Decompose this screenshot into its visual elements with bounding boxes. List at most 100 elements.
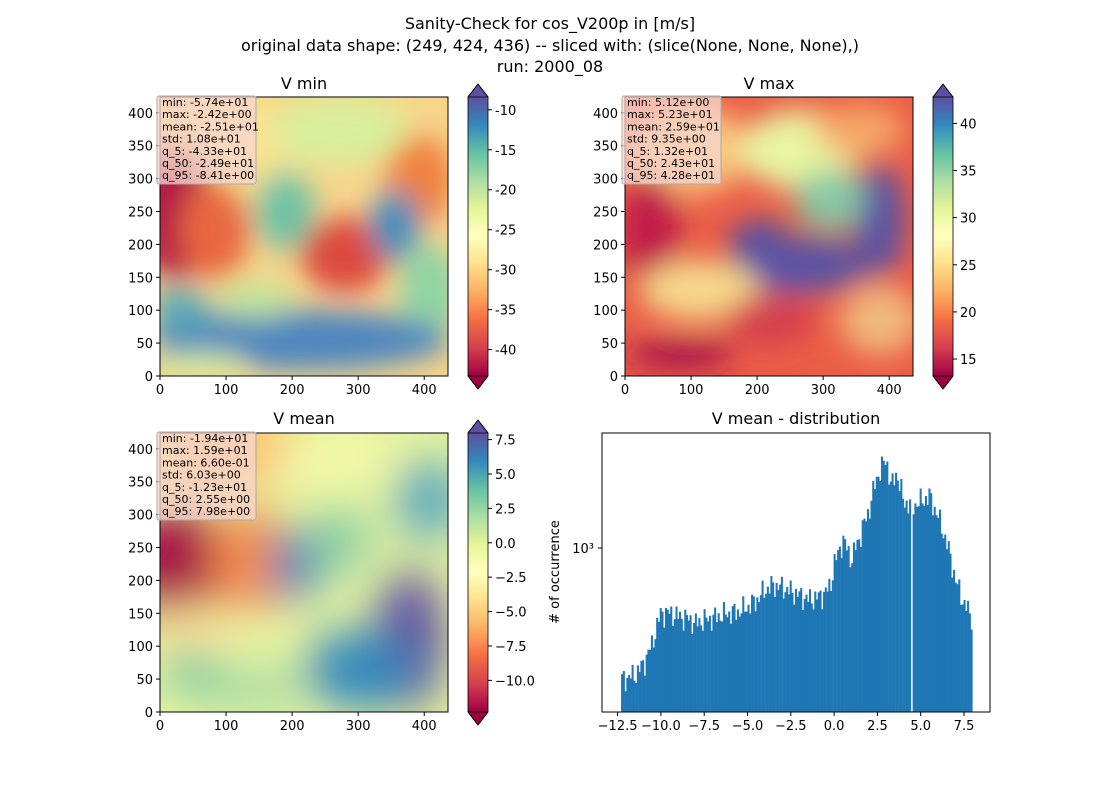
histogram-bar: [807, 601, 810, 712]
histogram-bar: [931, 515, 934, 712]
histogram-bar: [642, 660, 645, 712]
colorbar-tick-label: -40: [495, 344, 516, 359]
stat-line: min: -1.94e+01: [162, 432, 248, 445]
stat-line: mean: -2.51e+01: [162, 120, 259, 133]
histogram-bar: [635, 683, 638, 712]
histogram-bar: [835, 560, 838, 712]
histogram-bar: [696, 626, 699, 712]
histogram-bar: [791, 592, 794, 712]
histogram-bar: [752, 596, 755, 712]
stat-line: q_95: 4.28e+01: [627, 169, 715, 182]
y-tick-label: 350: [593, 140, 618, 155]
histogram-bar: [689, 615, 692, 712]
histogram-bar: [740, 613, 743, 712]
stat-line: min: 5.12e+00: [627, 96, 709, 109]
stat-line: q_95: 7.98e+00: [162, 505, 250, 518]
histogram-bar: [970, 629, 973, 712]
histogram-bar: [751, 594, 754, 712]
histogram-bar: [640, 660, 643, 712]
y-tick-label: 0: [610, 370, 618, 385]
colorbar-tick-label: -15: [495, 144, 516, 159]
histogram-bar: [686, 615, 689, 712]
histogram-bar: [956, 584, 959, 712]
x-tick-label: −5.0: [732, 719, 764, 734]
panel-title-v-mean: V mean: [273, 409, 334, 428]
histogram-bar: [756, 597, 759, 712]
histogram-bar: [856, 539, 859, 712]
histogram-bar: [726, 617, 729, 712]
histogram-bar: [907, 513, 910, 712]
stat-line: q_50: -2.49e+01: [162, 157, 254, 170]
histogram-bar: [891, 473, 894, 712]
histogram-bar: [872, 480, 875, 712]
colorbar-extend-max: [467, 83, 489, 98]
histogram-bar: [624, 691, 627, 712]
colorbar-tick-label: -10: [495, 104, 516, 119]
histogram-bar: [842, 535, 845, 712]
histogram-bar: [787, 594, 790, 712]
x-ticks-distribution: −12.5 −10.0 −7.5 −5.0 −2.5 0.0 2.5 5.0 7.5: [598, 712, 974, 734]
histogram-bar: [930, 493, 933, 712]
x-tick-label: 300: [346, 383, 371, 398]
histogram-bar: [889, 481, 892, 712]
x-tick-label: 100: [214, 383, 239, 398]
histogram-bar: [733, 603, 736, 712]
histogram-bar: [895, 472, 898, 712]
histogram-bar: [837, 550, 840, 712]
histogram-bar: [882, 460, 885, 712]
histogram-bars: [621, 456, 973, 712]
x-tick-label: 5.0: [910, 719, 931, 734]
colorbar-tick-label: 30: [960, 212, 977, 227]
y-tick-label: 250: [593, 205, 618, 220]
y-tick-label: 50: [601, 337, 618, 352]
histogram-bar: [770, 576, 773, 712]
histogram-bar: [803, 598, 806, 712]
histogram-bar: [823, 591, 826, 712]
histogram-bar: [710, 630, 713, 712]
histogram-bar: [859, 546, 862, 712]
histogram-bar: [745, 611, 748, 712]
x-tick-label: 300: [811, 383, 836, 398]
histogram-bar: [708, 615, 711, 712]
histogram-bar: [935, 515, 938, 712]
x-tick-label: 100: [214, 719, 239, 734]
histogram-bar: [736, 609, 740, 712]
histogram-bar: [643, 675, 646, 712]
histogram-bar: [866, 509, 870, 712]
histogram-bar: [717, 613, 720, 712]
suptitle-line3: run: 2000_08: [497, 57, 603, 77]
histogram-bar: [905, 500, 908, 712]
histogram-bar: [661, 611, 664, 712]
y-tick-label: 250: [128, 205, 153, 220]
colorbar-tick-label: 15: [960, 353, 977, 368]
histogram-bar: [744, 611, 747, 712]
histogram-bar: [854, 550, 857, 712]
colorbar-gradient: [468, 97, 488, 376]
histogram-bar: [782, 598, 785, 712]
histogram-bar: [961, 604, 964, 712]
histogram-bar: [779, 584, 782, 712]
panel-title-v-min: V min: [281, 74, 327, 93]
histogram-bar: [945, 549, 949, 712]
histogram-bar: [800, 587, 803, 712]
histogram-bar: [808, 589, 812, 712]
stat-line: q_50: 2.55e+00: [162, 493, 250, 506]
histogram-bar: [673, 619, 676, 712]
stat-line: mean: 6.60e-01: [162, 456, 250, 469]
y-tick-label: 200: [128, 574, 153, 589]
colorbar-tick-label: 20: [960, 306, 977, 321]
y-tick-label: 300: [128, 173, 153, 188]
histogram-bar: [691, 633, 694, 712]
histogram-bar: [821, 609, 824, 712]
y-tick-label: 200: [593, 238, 618, 253]
colorbar-outline: [467, 83, 489, 390]
histogram-bar: [917, 506, 920, 712]
histogram-bar: [923, 505, 926, 712]
histogram-bar: [916, 506, 919, 712]
histogram-bar: [682, 630, 685, 712]
colorbar-tick-label: -20: [495, 184, 516, 199]
histogram-bar: [784, 592, 787, 712]
histogram-bar: [738, 616, 741, 712]
y-tick-label: 100: [128, 640, 153, 655]
histogram-bar: [967, 600, 970, 712]
